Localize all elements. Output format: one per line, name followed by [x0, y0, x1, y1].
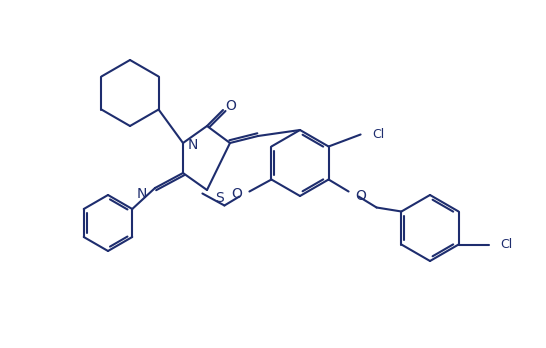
Text: S: S: [215, 191, 224, 205]
Text: O: O: [355, 189, 366, 203]
Text: O: O: [225, 99, 236, 113]
Text: Cl: Cl: [372, 128, 385, 141]
Text: O: O: [232, 188, 242, 201]
Text: N: N: [188, 138, 198, 152]
Text: Cl: Cl: [501, 238, 513, 251]
Text: N: N: [136, 187, 147, 201]
